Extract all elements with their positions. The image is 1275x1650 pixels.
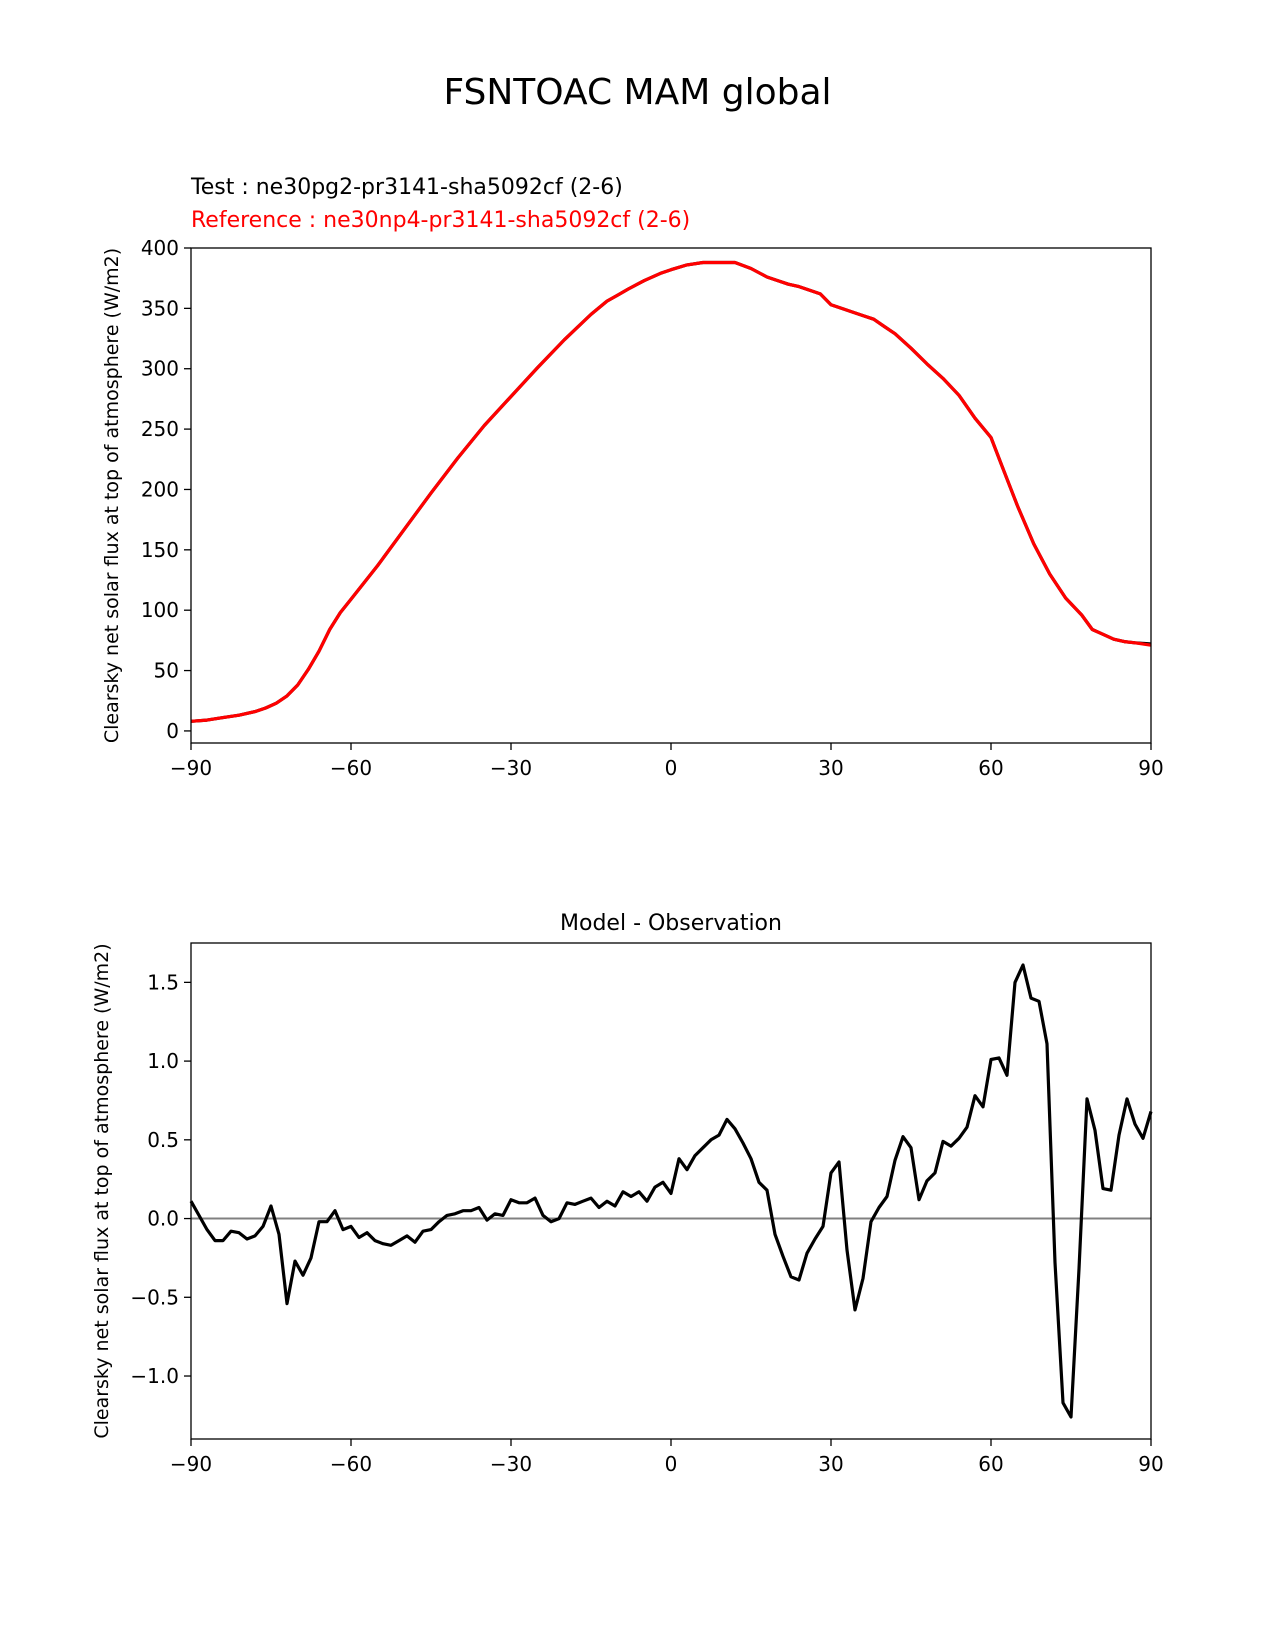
test-label: Test : ne30pg2-pr3141-sha5092cf (2-6) [191,175,623,200]
panel2-x-tick-label: 0 [665,1452,678,1476]
reference-label: Reference : ne30np4-pr3141-sha5092cf (2-… [191,208,691,233]
panel2-y-tick-label: 1.5 [147,970,179,994]
panel2-x-tick-label: −30 [490,1452,532,1476]
panel1-series-test [190,260,1152,723]
panel1-y-tick-label: 0 [166,719,179,743]
panel2-y-axis-label: Clearsky net solar flux at top of atmosp… [91,943,113,1438]
panel2-x-tick-label: 30 [818,1452,843,1476]
panel1-y-tick-label: 350 [141,296,179,320]
panel1-x-tick-label: −60 [330,756,372,780]
panel2-y-tick-label: −1.0 [130,1364,179,1388]
panel1-y-tick-label: 250 [141,417,179,441]
panel1-x-tick-label: 60 [978,756,1003,780]
page-title: FSNTOAC MAM global [443,72,832,113]
panel1-x-tick-label: 90 [1138,756,1163,780]
panel2-series-line [189,963,1153,1419]
panel2-x-tick-label: 90 [1138,1452,1163,1476]
panel1-y-tick-label: 200 [141,477,179,501]
panel1-y-tick-label: 50 [154,659,179,683]
panel2-y-tick-label: 0.5 [147,1128,179,1152]
panel2-y-tick-label: 1.0 [147,1049,179,1073]
panel1-x-tick-label: 30 [818,756,843,780]
panel1-y-tick-label: 150 [141,538,179,562]
panel1-axes-frame [190,247,1152,744]
panel1-x-tick-label: −90 [170,756,212,780]
panel2-x-tick-label: −90 [170,1452,212,1476]
panel1-y-tick-label: 300 [141,357,179,381]
panel1-y-axis-label: Clearsky net solar flux at top of atmosp… [101,248,123,743]
panel1-y-tick-label: 100 [141,598,179,622]
panel2-x-tick-label: 60 [978,1452,1003,1476]
panel2-y-tick-label: 0.0 [147,1207,179,1231]
panel2-x-tick-label: −60 [330,1452,372,1476]
panel1-y-tick-label: 400 [141,236,179,260]
panel1-x-tick-label: −30 [490,756,532,780]
panel2-title: Model - Observation [560,911,782,936]
panel1-x-tick-label: 0 [665,756,678,780]
panel2-y-tick-label: −0.5 [130,1285,179,1309]
panel1-series-reference [190,260,1152,723]
